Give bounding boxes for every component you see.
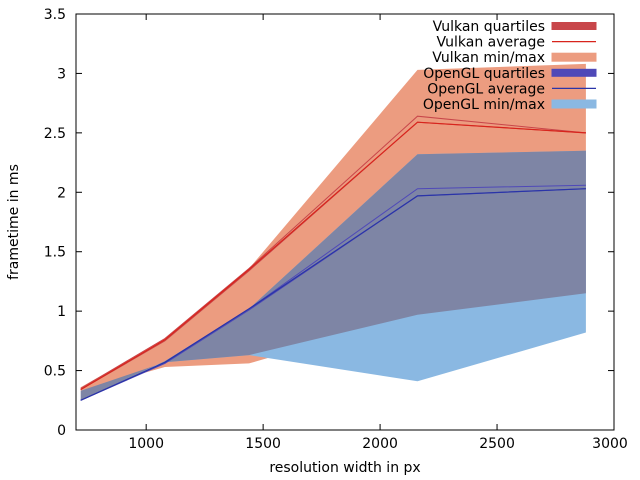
- axis-ticks: 1000 1500 2000 2500 3000 0 0.5 1 1.5 2 2.5 3 3.5: [44, 7, 628, 452]
- x-tick-label: 1500: [245, 436, 281, 452]
- legend-label-opengl-quartiles: OpenGL quartiles: [423, 66, 545, 82]
- legend-label-opengl-minmax: OpenGL min/max: [423, 97, 545, 113]
- legend-swatch-opengl-minmax: [551, 99, 597, 109]
- x-tick-label: 2500: [479, 436, 515, 452]
- opengl-average-line: [80, 188, 586, 401]
- y-tick-label: 1: [57, 304, 66, 320]
- legend-label-vulkan-quartiles: Vulkan quartiles: [433, 19, 545, 35]
- legend-swatch-vulkan-quartiles: [551, 22, 597, 30]
- x-tick-label: 2000: [362, 436, 398, 452]
- y-tick-label: 0.5: [44, 364, 66, 380]
- x-tick-label: 3000: [592, 436, 628, 452]
- y-tick-label: 0: [57, 423, 66, 439]
- x-tick-label: 1000: [128, 436, 164, 452]
- legend-label-vulkan-minmax: Vulkan min/max: [432, 50, 545, 66]
- y-tick-label: 2.5: [44, 126, 66, 142]
- y-tick-label: 2: [57, 185, 66, 201]
- plot-frame: [75, 13, 615, 431]
- y-tick-label: 3: [57, 66, 66, 82]
- x-axis-title: resolution width in px: [269, 460, 420, 476]
- y-tick-label: 1.5: [44, 245, 66, 261]
- legend-label-opengl-average: OpenGL average: [427, 81, 545, 97]
- legend-label-vulkan-average: Vulkan average: [437, 35, 545, 51]
- y-tick-label: 3.5: [44, 7, 66, 23]
- y-axis-title: frametime in ms: [6, 164, 22, 280]
- minmax-overlap-region: [80, 150, 586, 401]
- vulkan-quartile-upper-line: [80, 115, 586, 389]
- legend-swatch-vulkan-minmax: [551, 52, 597, 62]
- legend-swatch-opengl-quartiles: [551, 68, 597, 77]
- vulkan-average-line: [80, 121, 586, 391]
- plot-area: [80, 63, 586, 401]
